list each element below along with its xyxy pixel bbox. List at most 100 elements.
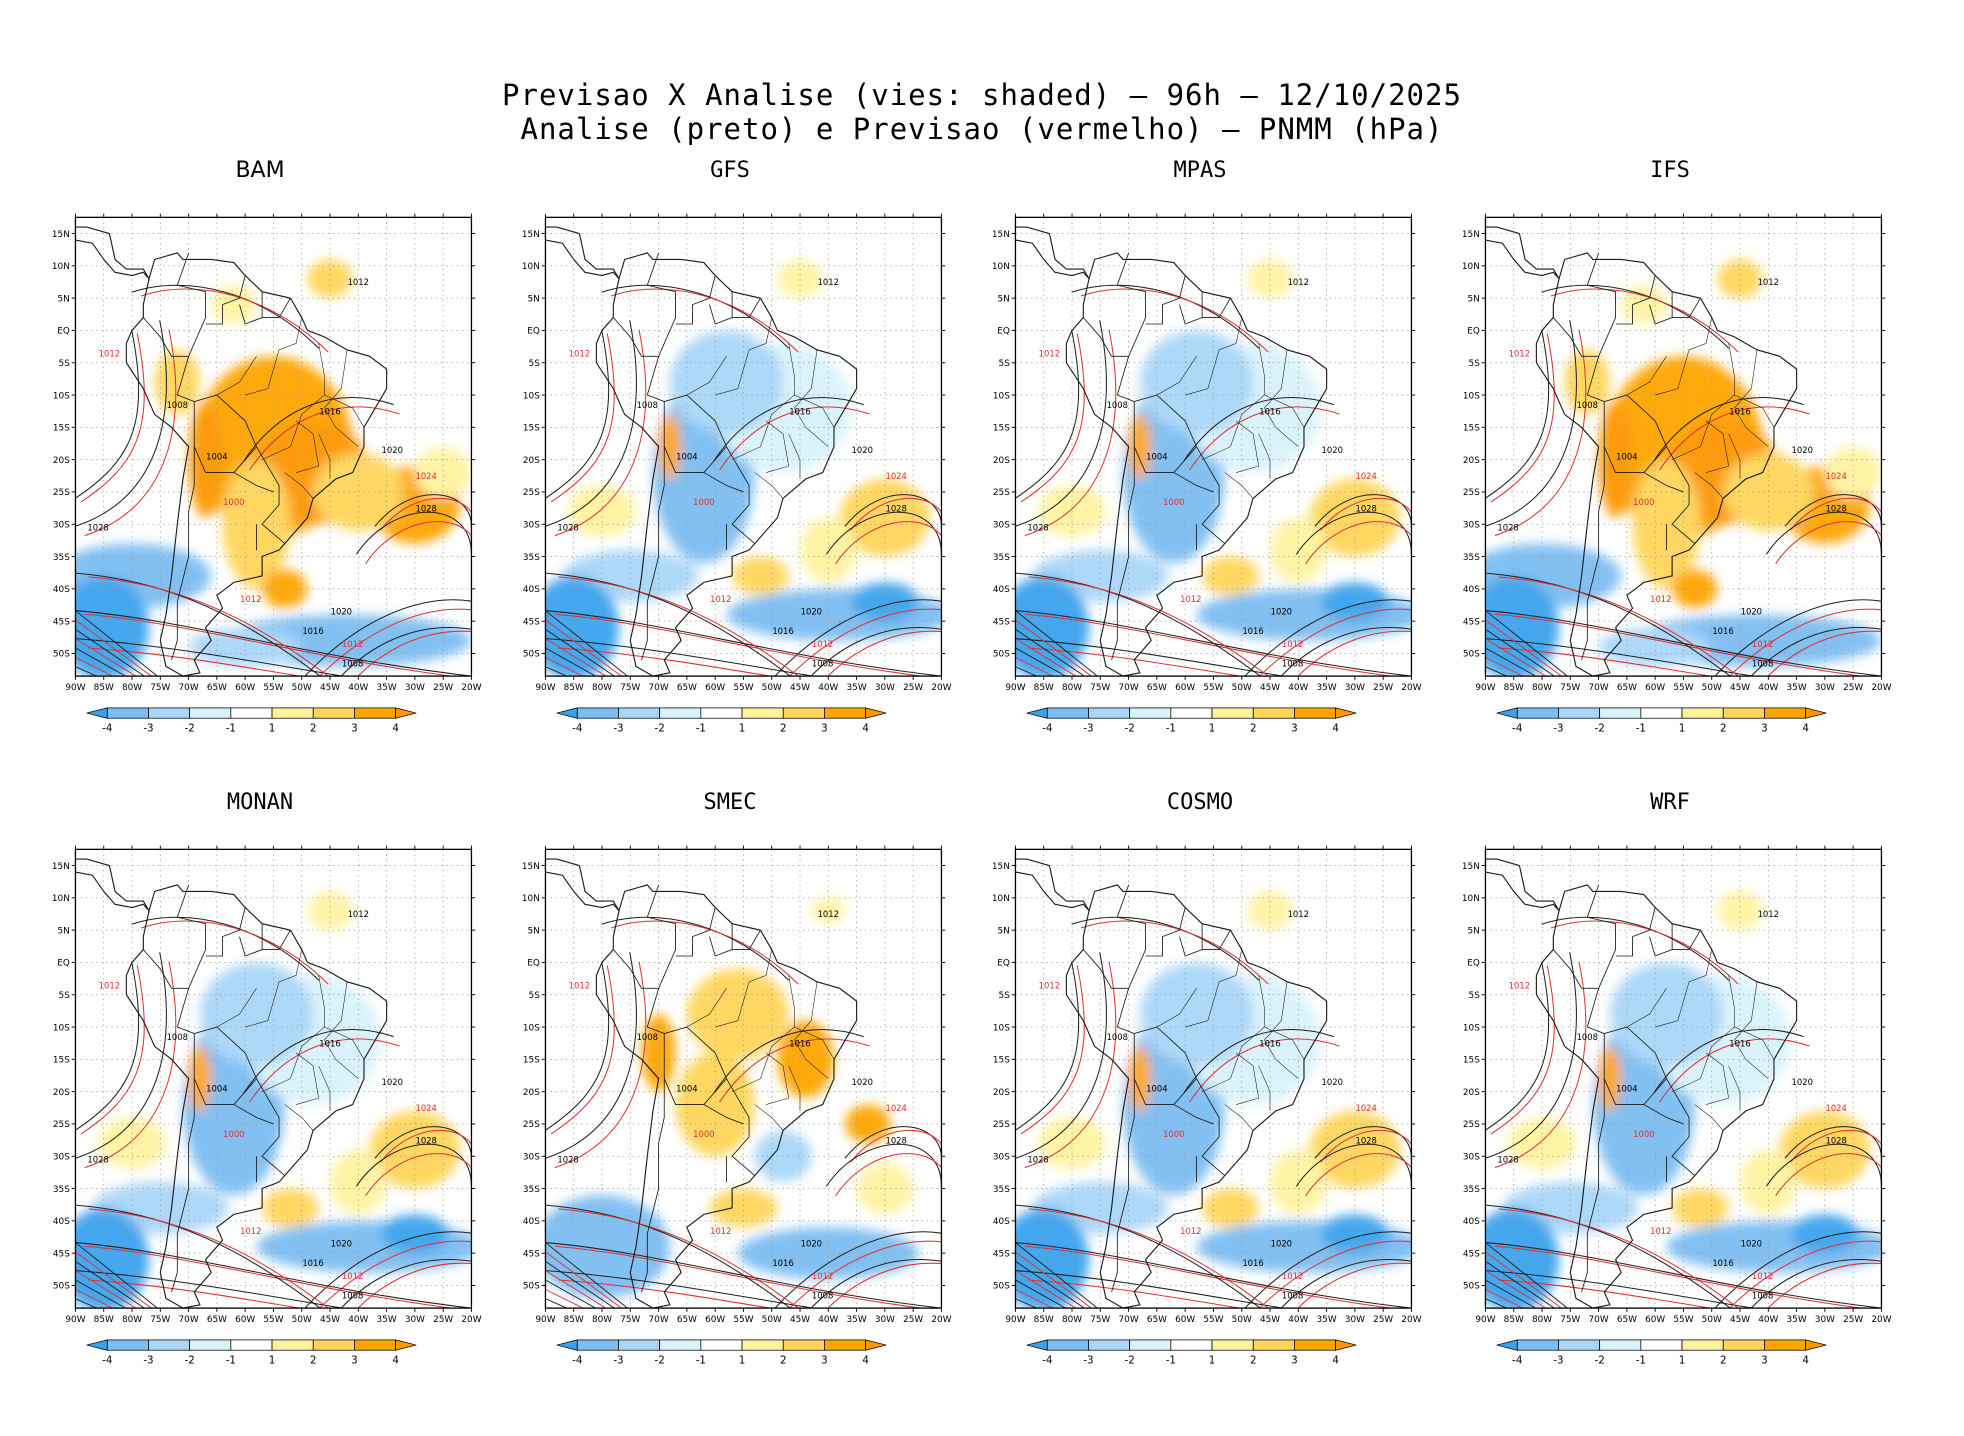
lat-label: 15N <box>52 230 70 240</box>
country-border <box>239 923 263 957</box>
analysis-isobar <box>1015 610 1412 677</box>
forecast-isobar <box>249 406 400 471</box>
colorbar-tick: 1 <box>1679 722 1686 734</box>
state-border <box>732 343 795 460</box>
forecast-isobar <box>1790 497 1882 531</box>
lat-label: 40S <box>523 1217 540 1227</box>
colorbar-segment <box>1046 1339 1089 1351</box>
panel-monan: MONAN 1012 1012 1008 1004 1000 1016 1020 1024 102… <box>40 790 482 1366</box>
forecast-isobar <box>318 1240 472 1309</box>
state-border <box>324 1026 365 1060</box>
analysis-isobar <box>1015 638 1286 677</box>
forecast-isobar <box>1028 1208 1270 1309</box>
state-border <box>1734 394 1775 428</box>
colorbar-tick: 4 <box>392 722 399 734</box>
contour-label: 1012 <box>1039 348 1060 358</box>
lon-label: 55W <box>1203 683 1223 693</box>
lat-label: 15S <box>993 1056 1010 1066</box>
southern-isobar <box>1485 647 1537 677</box>
colorbar-tick: 4 <box>1802 722 1809 734</box>
country-border <box>176 988 286 1176</box>
lat-label: 45S <box>1463 617 1480 627</box>
state-border <box>245 949 302 1028</box>
colorbar-tick: -2 <box>185 722 195 734</box>
contour-label: 1000 <box>1633 497 1654 507</box>
contour-label: 1024 <box>885 471 906 481</box>
analysis-isobar <box>243 397 394 462</box>
colorbar-tick: -3 <box>613 722 623 734</box>
colorbar-segment <box>1599 707 1642 719</box>
lat-label: 35S <box>523 553 540 563</box>
lat-label: 5N <box>58 926 70 936</box>
lat-label: 25S <box>1463 1120 1480 1130</box>
country-border <box>1643 1104 1684 1125</box>
country-border <box>709 291 733 325</box>
lat-label: 25S <box>1463 488 1480 498</box>
lon-label: 70W <box>1119 1315 1139 1325</box>
southern-isobar <box>1485 610 1569 677</box>
analysis-isobar <box>1485 1204 1731 1309</box>
southern-isobar <box>545 1288 584 1309</box>
southern-isobar <box>1485 656 1524 677</box>
colorbar-segment <box>312 1339 355 1351</box>
colorbar-segment <box>271 707 314 719</box>
lat-label: 5S <box>529 359 541 369</box>
country-border <box>171 446 195 661</box>
colorbar-tick: -1 <box>696 722 706 734</box>
state-border <box>1705 1052 1729 1105</box>
colorbar-tick: -4 <box>102 1354 112 1366</box>
contour-label: 1016 <box>1712 1258 1733 1268</box>
contour-labels: 1012 1012 1008 1004 1000 1016 1020 1024 1028 1028… <box>1497 909 1847 1300</box>
country-border <box>1202 929 1231 950</box>
colorbar-segment <box>824 1339 866 1351</box>
colorbar-tick: 3 <box>1761 1354 1768 1366</box>
colorbar-segment <box>1640 707 1683 719</box>
forecast-isobar <box>357 1262 472 1309</box>
panel-ifs: IFS 1012 1012 1008 1004 1000 1016 1020 1024 1028 1… <box>1450 158 1892 734</box>
colorbar-segment <box>824 707 866 719</box>
analysis-isobar <box>1015 320 1107 527</box>
colorbar-segment <box>700 707 743 719</box>
lon-label: 45W <box>790 683 810 693</box>
lon-label: 90W <box>1005 683 1025 693</box>
contour-label: 1012 <box>1758 277 1779 287</box>
analysis-isobar <box>75 1242 472 1309</box>
state-border <box>1728 433 1741 480</box>
colorbar-segment <box>1516 707 1559 719</box>
analysis-isobar <box>545 572 791 677</box>
analysis-isobar <box>1015 572 1261 677</box>
colorbar-tick: -3 <box>613 1354 623 1366</box>
lon-label: 50W <box>1232 1315 1252 1325</box>
colorbar-segment <box>230 1339 273 1351</box>
state-border <box>1264 349 1299 447</box>
south-america-coast <box>125 884 388 1309</box>
lat-label: 50S <box>1463 650 1480 660</box>
state-border <box>1156 356 1197 396</box>
analysis-isobar <box>304 599 472 677</box>
contour-label: 1024 <box>415 471 436 481</box>
colorbar-tick: -2 <box>185 1354 195 1366</box>
central-america-coast <box>1485 858 1560 912</box>
state-border <box>1235 420 1259 473</box>
contour-label: 1008 <box>167 400 188 410</box>
country-border <box>732 297 761 318</box>
colorbar-tick: 1 <box>1209 1354 1216 1366</box>
contour-label: 1024 <box>1355 471 1376 481</box>
state-border <box>794 981 829 1079</box>
lat-label: 20S <box>523 1088 540 1098</box>
forecast-isobar <box>365 1153 472 1197</box>
country-border <box>1173 472 1214 493</box>
lat-label: 40S <box>523 585 540 595</box>
state-border <box>284 472 314 499</box>
state-border <box>262 975 325 1092</box>
southern-isobar <box>545 610 629 677</box>
southern-isobar <box>545 1298 568 1309</box>
lat-label: EQ <box>1467 959 1480 969</box>
analysis-isobar <box>545 952 637 1159</box>
lon-label: 60W <box>705 683 725 693</box>
contour-label: 1012 <box>342 639 363 649</box>
southern-isobar <box>1485 1288 1524 1309</box>
state-border <box>1156 988 1197 1028</box>
forecast-isobar <box>80 333 145 503</box>
country-border <box>641 1078 665 1293</box>
